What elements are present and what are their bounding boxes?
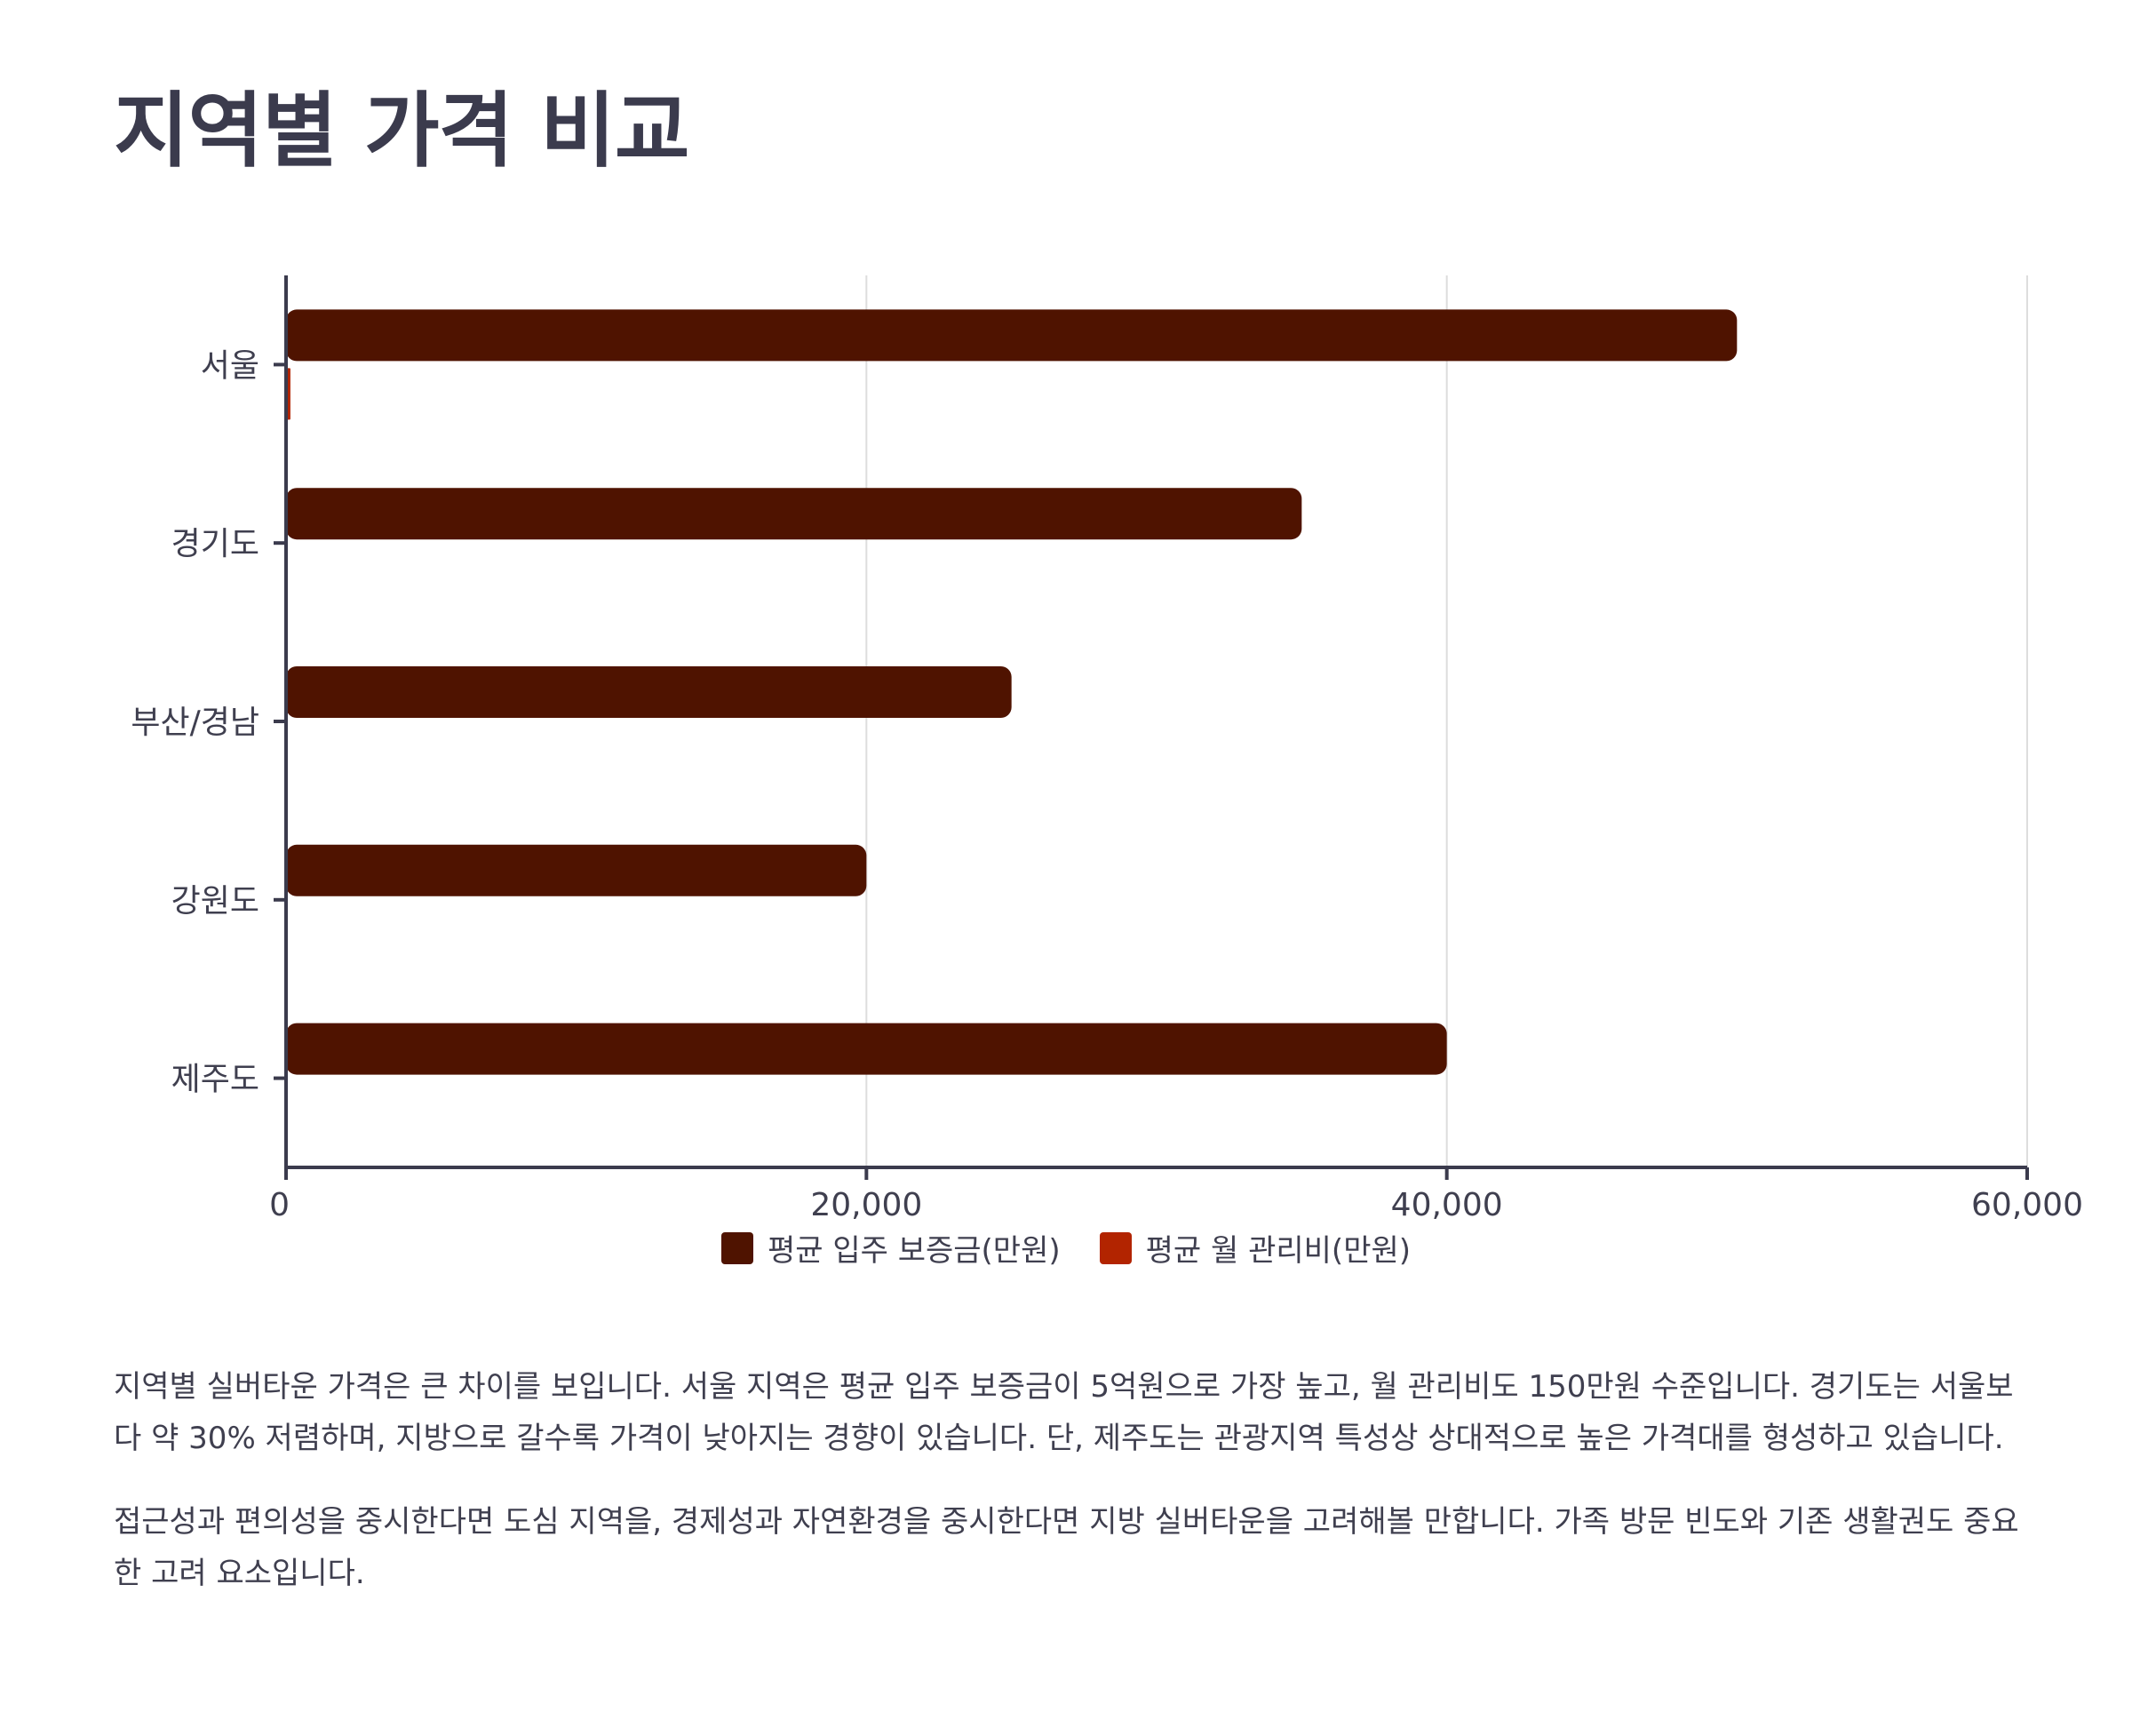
bar-deposit bbox=[286, 309, 1738, 362]
bar-deposit bbox=[286, 1023, 1447, 1075]
chart-legend: 평균 입주 보증금(만원) 평균 월 관리비(만원) bbox=[0, 1226, 2132, 1270]
y-tick-label: 부산/경남 bbox=[131, 705, 259, 741]
legend-swatch-deposit bbox=[720, 1231, 753, 1264]
legend-item-fee[interactable]: 평균 월 관리비(만원) bbox=[1099, 1226, 1412, 1270]
x-tick-label: 20,000 bbox=[810, 1187, 922, 1223]
description-paragraph: 지역별 실버타운 가격은 큰 차이를 보입니다. 서울 지역은 평균 입주 보증… bbox=[114, 1369, 2014, 1456]
x-tick-label: 60,000 bbox=[1971, 1187, 2083, 1223]
y-tick-label: 제주도 bbox=[171, 1062, 259, 1098]
y-tick-label: 강원도 bbox=[171, 883, 259, 920]
x-tick-label: 40,000 bbox=[1391, 1187, 1503, 1223]
legend-label-deposit: 평균 입주 보증금(만원) bbox=[767, 1233, 1061, 1269]
bar-deposit bbox=[286, 488, 1302, 540]
y-tick-label: 서울 bbox=[201, 347, 259, 384]
description-paragraph: 접근성과 편의성을 중시한다면 도심 지역을, 경제성과 자연환경을 중시한다면… bbox=[114, 1504, 2019, 1591]
description: 지역별 실버타운 가격은 큰 차이를 보입니다. 서울 지역은 평균 입주 보증… bbox=[114, 1361, 2033, 1631]
bar-deposit bbox=[286, 666, 1012, 718]
legend-label-fee: 평균 월 관리비(만원) bbox=[1145, 1233, 1412, 1269]
bar-deposit bbox=[286, 844, 867, 896]
y-tick-label: 경기도 bbox=[171, 526, 259, 562]
page-title: 지역별 가격 비교 bbox=[114, 84, 690, 179]
x-tick-label: 0 bbox=[269, 1187, 290, 1223]
legend-swatch-fee bbox=[1099, 1231, 1132, 1264]
legend-item-deposit[interactable]: 평균 입주 보증금(만원) bbox=[720, 1226, 1061, 1270]
